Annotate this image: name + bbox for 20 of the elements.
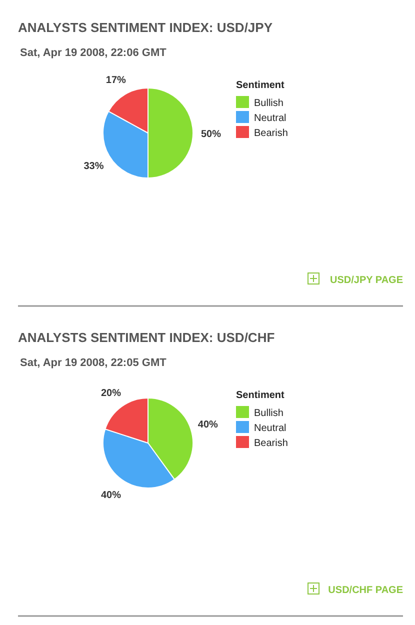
- chart-title: ANALYSTS SENTIMENT INDEX: USD/JPY: [18, 20, 273, 35]
- legend-label: Neutral: [254, 423, 286, 434]
- data-label: 33%: [84, 161, 104, 172]
- legend-label: Bullish: [254, 98, 284, 109]
- chart-subtitle: Sat, Apr 19 2008, 22:06 GMT: [20, 47, 167, 59]
- legend-label: Bullish: [254, 408, 284, 419]
- legend-title: Sentiment: [236, 80, 286, 91]
- chart-subtitle: Sat, Apr 19 2008, 22:05 GMT: [20, 357, 167, 369]
- data-label: 17%: [106, 74, 126, 86]
- legend-label: Bearish: [254, 128, 288, 139]
- data-label: 20%: [100, 388, 122, 400]
- text: USD/CHF PAGE: [328, 585, 404, 596]
- chart-title: ANALYSTS SENTIMENT INDEX: USD/CHF: [18, 330, 275, 345]
- legend-label: Neutral: [254, 113, 286, 124]
- data-label: 50%: [200, 129, 222, 140]
- data-label: 40%: [198, 420, 218, 431]
- legend-label: Bearish: [254, 438, 288, 449]
- data-label: 40%: [100, 490, 122, 501]
- text: USD/JPY PAGE: [330, 275, 404, 286]
- legend-title: Sentiment: [236, 390, 286, 401]
